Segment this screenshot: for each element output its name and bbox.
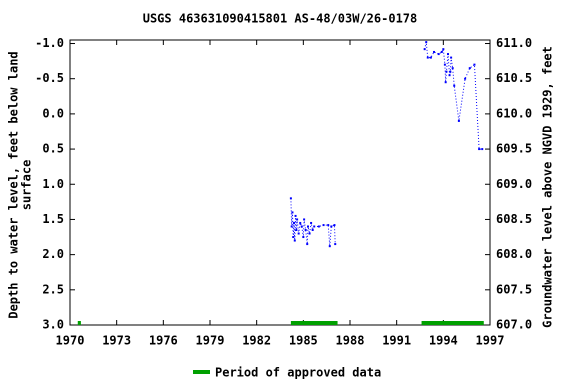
data-point [425, 41, 428, 44]
y-tick-label: -1.0 [35, 36, 64, 50]
y2-tick-label: 611.0 [496, 36, 532, 50]
x-tick-label: 1976 [149, 334, 178, 348]
data-point [303, 218, 306, 221]
data-point [306, 243, 309, 246]
data-point [299, 221, 302, 224]
data-point [423, 48, 426, 51]
data-point [311, 229, 314, 231]
y2-tick-label: 609.5 [496, 142, 532, 156]
data-point [464, 77, 467, 80]
x-tick-label: 1991 [382, 334, 411, 348]
x-tick-label: 1997 [476, 334, 505, 348]
y-axis-label: surface [20, 160, 34, 211]
data-point [292, 236, 295, 239]
y-tick-label: 0.5 [42, 142, 64, 156]
data-point [307, 225, 309, 228]
data-point [313, 225, 316, 228]
legend-label: Period of approved data [215, 366, 381, 380]
chart-title: USGS 463631090415801 AS-48/03W/26-0178 [143, 12, 418, 26]
x-tick-label: 1979 [196, 334, 225, 348]
data-point [291, 211, 294, 214]
y-tick-label: 2.5 [42, 282, 64, 296]
data-point [468, 67, 471, 70]
y-tick-label: 1.0 [42, 177, 64, 191]
data-point [443, 63, 446, 66]
data-point [322, 224, 325, 227]
y-tick-label: 0.0 [42, 106, 64, 120]
data-point [426, 56, 429, 59]
x-tick-label: 1988 [336, 334, 365, 348]
data-line [424, 42, 483, 150]
y2-tick-label: 607.0 [496, 318, 532, 332]
data-point [453, 84, 456, 87]
y2-tick-label: 609.0 [496, 177, 532, 191]
data-point [447, 53, 449, 56]
data-point [300, 225, 303, 228]
data-point [330, 225, 333, 228]
y-tick-label: 3.0 [42, 318, 64, 332]
data-point [448, 74, 451, 77]
data-point [327, 224, 330, 227]
data-point [457, 119, 460, 122]
y-axis-label: Depth to water level, feet below land [7, 51, 21, 318]
data-point [333, 224, 336, 227]
data-point [289, 197, 292, 200]
y2-tick-label: 610.0 [496, 106, 532, 120]
x-tick-label: 1994 [429, 334, 458, 348]
data-point [294, 214, 297, 217]
data-point [302, 236, 305, 239]
data-point [304, 229, 307, 231]
approved-period [77, 321, 81, 325]
y2-tick-label: 608.0 [496, 247, 532, 261]
x-tick-label: 1970 [56, 334, 85, 348]
data-point [478, 148, 481, 151]
y-tick-label: -0.5 [35, 71, 64, 85]
y-tick-label: 2.0 [42, 247, 64, 261]
x-tick-label: 1985 [289, 334, 318, 348]
data-point [308, 232, 311, 235]
data-point [290, 225, 293, 228]
data-point [334, 243, 337, 246]
data-point [473, 63, 476, 66]
x-tick-label: 1973 [102, 334, 131, 348]
data-point [442, 48, 445, 51]
data-point [429, 56, 432, 59]
y2-tick-label: 610.5 [496, 71, 532, 85]
data-point [293, 239, 296, 242]
approved-period [421, 321, 484, 325]
y2-tick-label: 608.5 [496, 212, 532, 226]
y2-axis-label: Groundwater level above NGVD 1929, feet [541, 46, 555, 328]
data-point [328, 245, 331, 248]
data-point [437, 53, 440, 56]
data-point [481, 148, 484, 151]
data-point [293, 221, 295, 224]
data-point [444, 81, 447, 84]
y-tick-label: 1.5 [42, 212, 64, 226]
approved-period [290, 321, 338, 325]
data-point [296, 218, 299, 221]
data-point [310, 221, 313, 224]
data-point [451, 67, 454, 70]
data-point [445, 70, 448, 73]
x-tick-label: 1982 [242, 334, 271, 348]
data-point [297, 232, 300, 235]
data-point [317, 225, 320, 228]
data-point [450, 56, 453, 59]
data-point [433, 50, 435, 53]
data-point [440, 50, 443, 53]
plot-frame [69, 39, 491, 326]
data-point [449, 70, 452, 73]
data-line [290, 198, 336, 247]
data-point [295, 229, 298, 231]
y2-tick-label: 607.5 [496, 282, 532, 296]
